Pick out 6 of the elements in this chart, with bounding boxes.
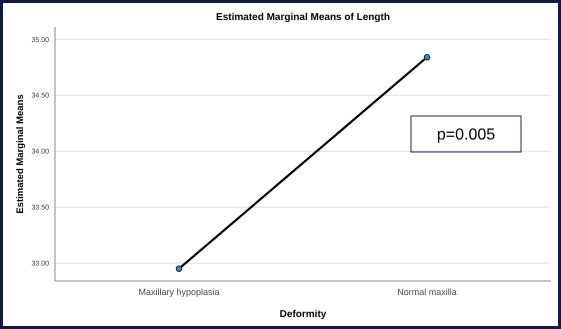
x-axis-title: Deformity [280,309,327,320]
chart-title: Estimated Marginal Means of Length [216,12,390,23]
annotation: p=0.005 [436,126,496,144]
x-tick-label: Normal maxilla [397,287,457,297]
x-tick-label: Maxillary hypoplasia [138,287,220,297]
y-axis-title: Estimated Marginal Means [15,94,26,214]
